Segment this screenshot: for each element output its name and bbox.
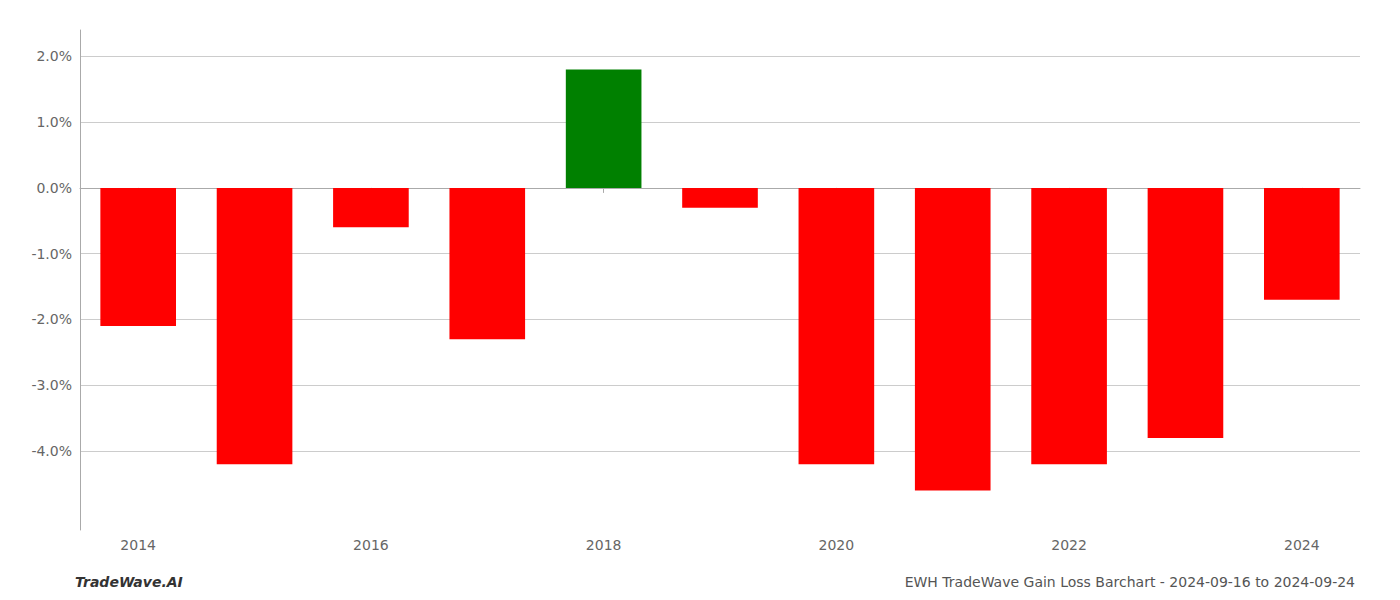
svg-text:-2.0%: -2.0% <box>31 311 72 327</box>
svg-text:-1.0%: -1.0% <box>31 246 72 262</box>
svg-text:2020: 2020 <box>819 537 855 553</box>
svg-text:-3.0%: -3.0% <box>31 377 72 393</box>
svg-text:-4.0%: -4.0% <box>31 443 72 459</box>
svg-text:TradeWave.AI: TradeWave.AI <box>75 574 183 590</box>
svg-text:0.0%: 0.0% <box>36 180 72 196</box>
svg-text:EWH TradeWave Gain Loss Barcha: EWH TradeWave Gain Loss Barchart - 2024-… <box>905 574 1355 590</box>
svg-text:2016: 2016 <box>353 537 389 553</box>
svg-text:2018: 2018 <box>586 537 622 553</box>
svg-text:2024: 2024 <box>1284 537 1320 553</box>
svg-text:2.0%: 2.0% <box>36 48 72 64</box>
svg-text:2014: 2014 <box>120 537 156 553</box>
svg-text:2022: 2022 <box>1051 537 1087 553</box>
svg-text:1.0%: 1.0% <box>36 114 72 130</box>
